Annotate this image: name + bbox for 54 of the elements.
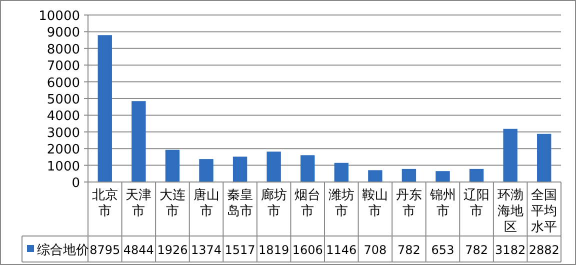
y-tick-label: 6000 (46, 76, 80, 91)
data-label: 782 (398, 243, 420, 257)
x-tick-label: 廊坊市 (260, 187, 287, 219)
data-label: 1926 (157, 243, 188, 257)
x-tick-label: 天津市 (126, 188, 152, 219)
data-label: 782 (465, 243, 488, 257)
legend-label: 综合地价 (37, 243, 89, 258)
data-label: 653 (431, 243, 454, 257)
bar (503, 128, 518, 182)
bar (368, 170, 382, 182)
data-label: 1374 (190, 243, 222, 257)
bar (300, 155, 315, 182)
x-tick-label: 环渤海地区 (497, 188, 524, 235)
data-label: 2882 (528, 243, 560, 257)
data-label: 1517 (224, 243, 256, 257)
y-tick-label: 5000 (46, 92, 80, 108)
bar (334, 162, 348, 182)
data-label: 4844 (123, 243, 154, 257)
x-tick-label: 潍坊市 (328, 188, 354, 219)
y-tick-label: 0 (72, 176, 80, 191)
data-label: 708 (364, 243, 387, 257)
data-label: 8795 (90, 243, 120, 257)
x-tick-label: 辽阳市 (464, 188, 490, 219)
x-tick-label: 丹东市 (396, 188, 422, 219)
y-tick-label: 8000 (46, 42, 80, 58)
x-tick-label: 秦皇岛市 (227, 188, 254, 219)
y-tick-label: 10000 (38, 9, 80, 24)
bar (232, 156, 248, 182)
bar (436, 171, 450, 182)
bar (469, 168, 484, 182)
data-label: 1146 (326, 243, 357, 257)
x-tick-label: 全国平均水平 (531, 188, 558, 235)
y-tick-label: 2000 (46, 142, 80, 158)
data-label: 1606 (292, 243, 323, 257)
bar (402, 168, 416, 182)
bar (537, 134, 552, 182)
bar (132, 101, 146, 182)
x-tick-label: 锦州市 (428, 188, 456, 219)
data-label: 3182 (495, 243, 526, 257)
y-tick-label: 7000 (46, 59, 80, 74)
bar (199, 159, 214, 182)
x-tick-label: 北京市 (92, 188, 118, 219)
y-tick-label: 3000 (46, 126, 80, 141)
x-tick-label: 大连市 (159, 188, 186, 219)
bar (98, 35, 112, 182)
bar (165, 150, 180, 182)
y-tick-label: 4000 (46, 109, 80, 124)
x-tick-label: 唐山市 (193, 188, 220, 219)
data-label: 1819 (258, 243, 290, 257)
x-tick-label: 鞍山市 (362, 188, 388, 219)
bar (266, 152, 281, 182)
x-tick-label: 烟台市 (294, 188, 321, 219)
y-tick-label: 9000 (46, 26, 80, 41)
y-tick-label: 1000 (46, 159, 80, 174)
